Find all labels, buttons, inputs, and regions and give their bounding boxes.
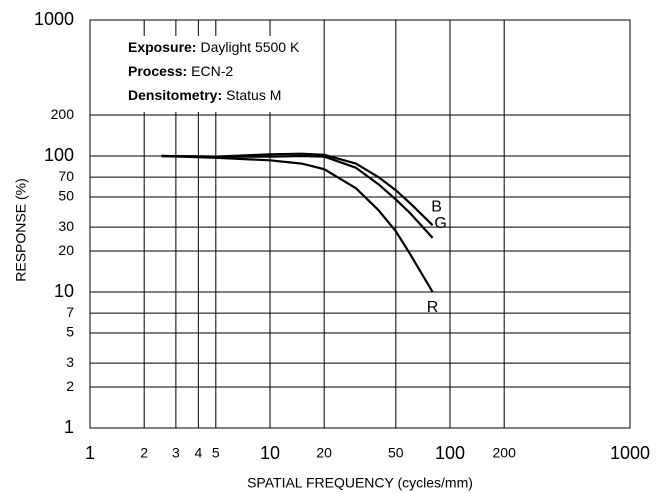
annotation-label: Densitometry: (128, 87, 222, 103)
y-tick-label: 100 (44, 145, 74, 165)
y-tick-label: 200 (51, 106, 75, 122)
x-tick-label: 4 (194, 445, 202, 461)
x-tick-label: 3 (172, 445, 180, 461)
y-tick-label: 30 (58, 218, 74, 234)
y-tick-label: 2 (66, 378, 74, 394)
line-series (161, 154, 434, 239)
y-tick-label: 1 (64, 417, 74, 437)
x-tick-label: 2 (140, 445, 148, 461)
annotation-text: Daylight 5500 K (200, 39, 300, 55)
y-tick-label: 70 (58, 168, 74, 184)
y-tick-label: 1000 (34, 9, 74, 29)
annotation-label: Process: (128, 63, 187, 79)
annotation-box (118, 36, 318, 112)
line-series (161, 154, 434, 293)
annotation: Process: ECN-2 (128, 63, 233, 79)
annotation: Exposure: Daylight 5500 K (128, 39, 300, 55)
annotation-label: Exposure: (128, 39, 196, 55)
x-axis-label: SPATIAL FREQUENCY (cycles/mm) (247, 475, 473, 491)
annotation-text: Status M (226, 87, 281, 103)
x-tick-label: 5 (212, 445, 220, 461)
x-tick-label: 1000 (610, 443, 650, 463)
series-label: B (431, 198, 442, 215)
x-tick-label: 200 (493, 445, 517, 461)
line-series (161, 152, 434, 226)
annotation: Densitometry: Status M (128, 87, 281, 103)
y-tick-label: 5 (66, 324, 74, 340)
x-tick-label: 100 (435, 443, 465, 463)
x-tick-label: 20 (316, 445, 332, 461)
y-tick-label: 20 (58, 242, 74, 258)
y-tick-label: 10 (54, 281, 74, 301)
series-label: G (434, 215, 446, 232)
y-tick-label: 3 (66, 354, 74, 370)
x-tick-label: 50 (388, 445, 404, 461)
series-label: R (427, 299, 439, 316)
y-tick-label: 7 (66, 304, 74, 320)
y-tick-label: 50 (58, 188, 74, 204)
x-tick-label: 10 (260, 443, 280, 463)
annotation-text: ECN-2 (191, 63, 233, 79)
x-tick-label: 1 (85, 443, 95, 463)
y-axis-label: RESPONSE (%) (13, 178, 29, 281)
